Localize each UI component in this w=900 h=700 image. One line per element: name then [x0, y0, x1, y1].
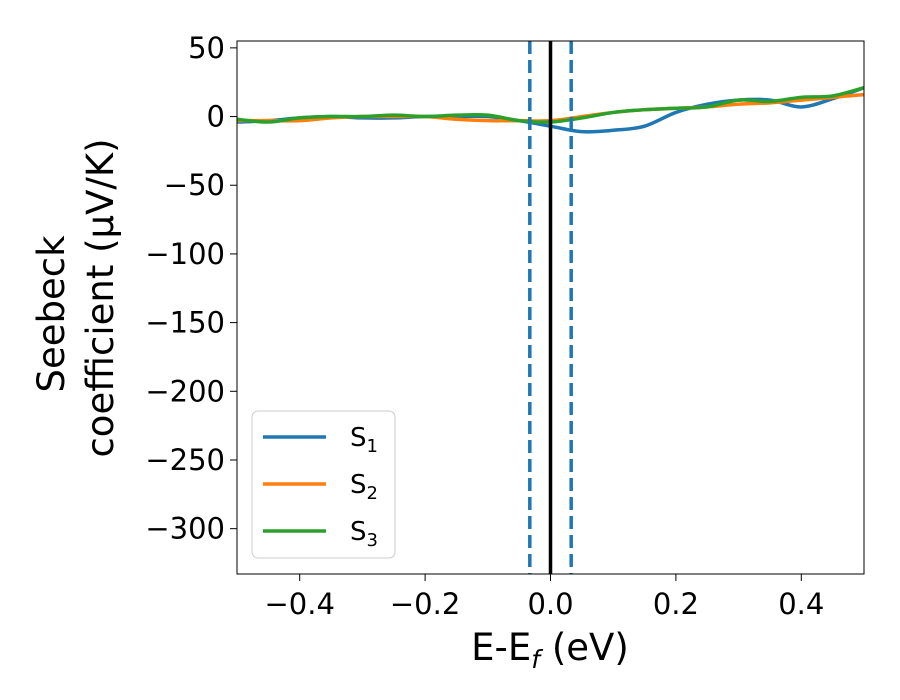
y-tick-label: −50: [164, 168, 225, 202]
y-tick-label: 50: [188, 31, 225, 65]
y-tick-label: −150: [145, 306, 225, 340]
x-axis-title-main: E-E: [471, 626, 531, 669]
legend-label-main: S: [350, 470, 367, 500]
y-tick-label: −250: [145, 443, 225, 477]
reference-lines: [528, 41, 573, 574]
y-axis-ticks: 50 0 −50 −100 −150 −200 −250 −300: [145, 31, 237, 546]
y-tick-label: −200: [145, 374, 225, 408]
legend-label-main: S: [350, 423, 367, 453]
legend-label-s3: S3: [350, 517, 378, 551]
plot-frame: [236, 40, 865, 575]
x-axis-ticks: −0.4 −0.2 0.0 0.2 0.4: [264, 574, 824, 621]
y-axis-title: Seebeck coefficient (μV/K): [30, 138, 122, 457]
x-tick-label: −0.4: [264, 587, 334, 621]
x-tick-label: −0.2: [390, 587, 460, 621]
legend-label-sub: 3: [367, 530, 378, 551]
y-axis-title-line1: Seebeck: [30, 235, 73, 393]
x-tick-label: 0.2: [653, 587, 699, 621]
legend-label-sub: 2: [367, 483, 378, 504]
x-tick-label: 0.0: [527, 587, 573, 621]
y-tick-label: −300: [145, 512, 225, 546]
x-axis-title-unit: (eV): [540, 626, 629, 669]
legend-label-main: S: [350, 517, 367, 547]
legend-label-s2: S2: [350, 470, 378, 504]
y-axis-title-line2: coefficient (μV/K): [79, 138, 122, 457]
legend-label-sub: 1: [367, 436, 378, 457]
y-tick-label: −100: [145, 237, 225, 271]
x-axis-title: E-Ef (eV): [471, 626, 629, 674]
legend-label-s1: S1: [350, 423, 378, 457]
y-tick-label: 0: [207, 100, 225, 134]
x-tick-label: 0.4: [778, 587, 824, 621]
